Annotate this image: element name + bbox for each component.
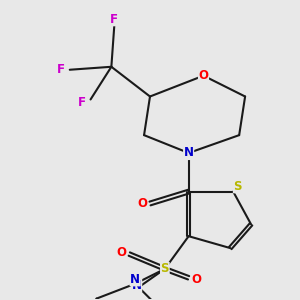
Text: S: S bbox=[160, 262, 169, 275]
Text: N: N bbox=[132, 279, 142, 292]
Text: F: F bbox=[110, 13, 118, 26]
Text: O: O bbox=[191, 273, 201, 286]
Text: O: O bbox=[138, 197, 148, 210]
Text: O: O bbox=[199, 69, 208, 82]
Text: F: F bbox=[57, 63, 65, 76]
Text: S: S bbox=[233, 180, 242, 193]
Text: O: O bbox=[117, 246, 127, 259]
Text: N: N bbox=[130, 273, 140, 286]
Text: F: F bbox=[78, 96, 86, 109]
Text: N: N bbox=[184, 146, 194, 160]
